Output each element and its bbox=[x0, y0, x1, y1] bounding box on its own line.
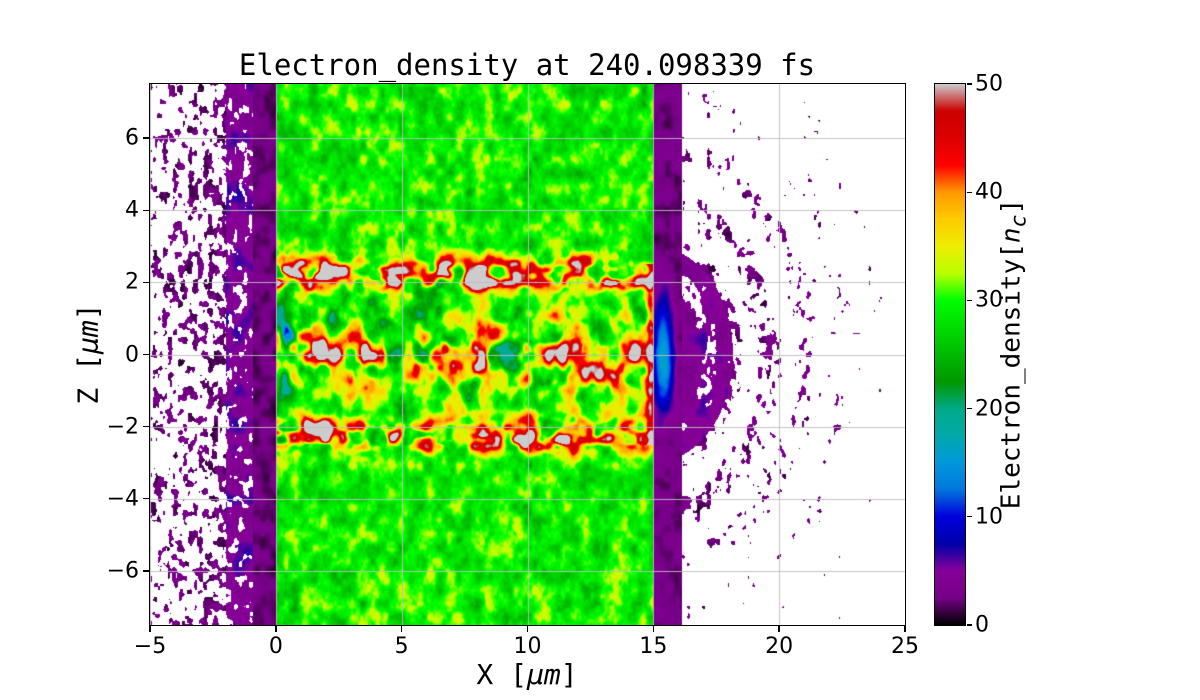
z-tick-mark bbox=[143, 425, 149, 428]
x-tick-label: 5 bbox=[394, 634, 409, 659]
colorbar-tick-label: 40 bbox=[975, 179, 1003, 205]
plot-area bbox=[149, 83, 906, 626]
chart-title: Electron_density at 240.098339 fs bbox=[238, 48, 816, 82]
x-tick-label: 0 bbox=[268, 634, 283, 659]
colorbar-label-sub: c bbox=[1006, 214, 1032, 228]
x-tick-label: 25 bbox=[891, 634, 919, 659]
colorbar-tick-mark bbox=[967, 624, 972, 626]
y-axis-label-prefix: Z [ bbox=[71, 354, 105, 405]
x-axis-label: X [μm] bbox=[476, 658, 577, 691]
colorbar-tick-mark bbox=[967, 83, 972, 85]
colorbar-label-prefix: Electron_density[ bbox=[996, 243, 1027, 510]
colorbar-canvas bbox=[935, 84, 965, 625]
z-tick-mark bbox=[143, 209, 149, 211]
x-tick-label: 10 bbox=[513, 634, 542, 659]
x-axis-label-suffix: ] bbox=[560, 658, 578, 691]
z-tick-mark bbox=[143, 353, 149, 356]
x-tick-label: −5 bbox=[133, 634, 167, 659]
colorbar-label: Electron_density[nc] bbox=[996, 199, 1031, 509]
z-tick-mark bbox=[143, 281, 149, 284]
x-tick-mark bbox=[400, 626, 403, 632]
colorbar-tick-mark bbox=[967, 299, 972, 302]
x-tick-mark bbox=[526, 626, 529, 632]
colorbar-tick-label: 0 bbox=[975, 612, 989, 638]
x-tick-mark bbox=[149, 626, 151, 632]
y-axis-label-suffix: ] bbox=[71, 303, 105, 321]
z-tick-label: −2 bbox=[106, 414, 139, 440]
z-tick-label: 0 bbox=[125, 342, 139, 367]
x-tick-mark bbox=[275, 626, 277, 632]
colorbar-tick-mark bbox=[967, 407, 972, 410]
heatmap-canvas bbox=[150, 84, 905, 625]
colorbar-tick-label: 30 bbox=[975, 287, 1003, 313]
colorbar-tick-label: 20 bbox=[975, 396, 1003, 422]
x-tick-label: 15 bbox=[639, 634, 668, 659]
z-tick-label: 6 bbox=[125, 125, 139, 151]
z-tick-label: 4 bbox=[125, 197, 139, 223]
x-axis-label-prefix: X [ bbox=[476, 658, 527, 691]
colorbar-tick-label: 10 bbox=[975, 504, 1003, 530]
z-tick-mark bbox=[143, 137, 149, 139]
x-tick-mark bbox=[904, 626, 906, 632]
z-tick-mark bbox=[143, 570, 149, 572]
x-tick-mark bbox=[652, 626, 655, 632]
y-axis-label: Z [μm] bbox=[72, 303, 105, 404]
colorbar bbox=[934, 83, 966, 626]
x-tick-mark bbox=[778, 626, 780, 632]
x-axis-unit: μm bbox=[527, 658, 561, 691]
y-axis-unit: μm bbox=[71, 320, 105, 354]
x-tick-label: 20 bbox=[765, 634, 794, 659]
z-tick-mark bbox=[143, 498, 149, 500]
colorbar-tick-mark bbox=[967, 191, 972, 193]
z-tick-label: −4 bbox=[106, 486, 139, 512]
colorbar-tick-label: 50 bbox=[975, 71, 1003, 97]
z-tick-label: −6 bbox=[106, 558, 139, 584]
colorbar-tick-mark bbox=[967, 516, 972, 518]
colorbar-label-var: n bbox=[996, 227, 1027, 244]
z-tick-label: 2 bbox=[125, 269, 139, 295]
